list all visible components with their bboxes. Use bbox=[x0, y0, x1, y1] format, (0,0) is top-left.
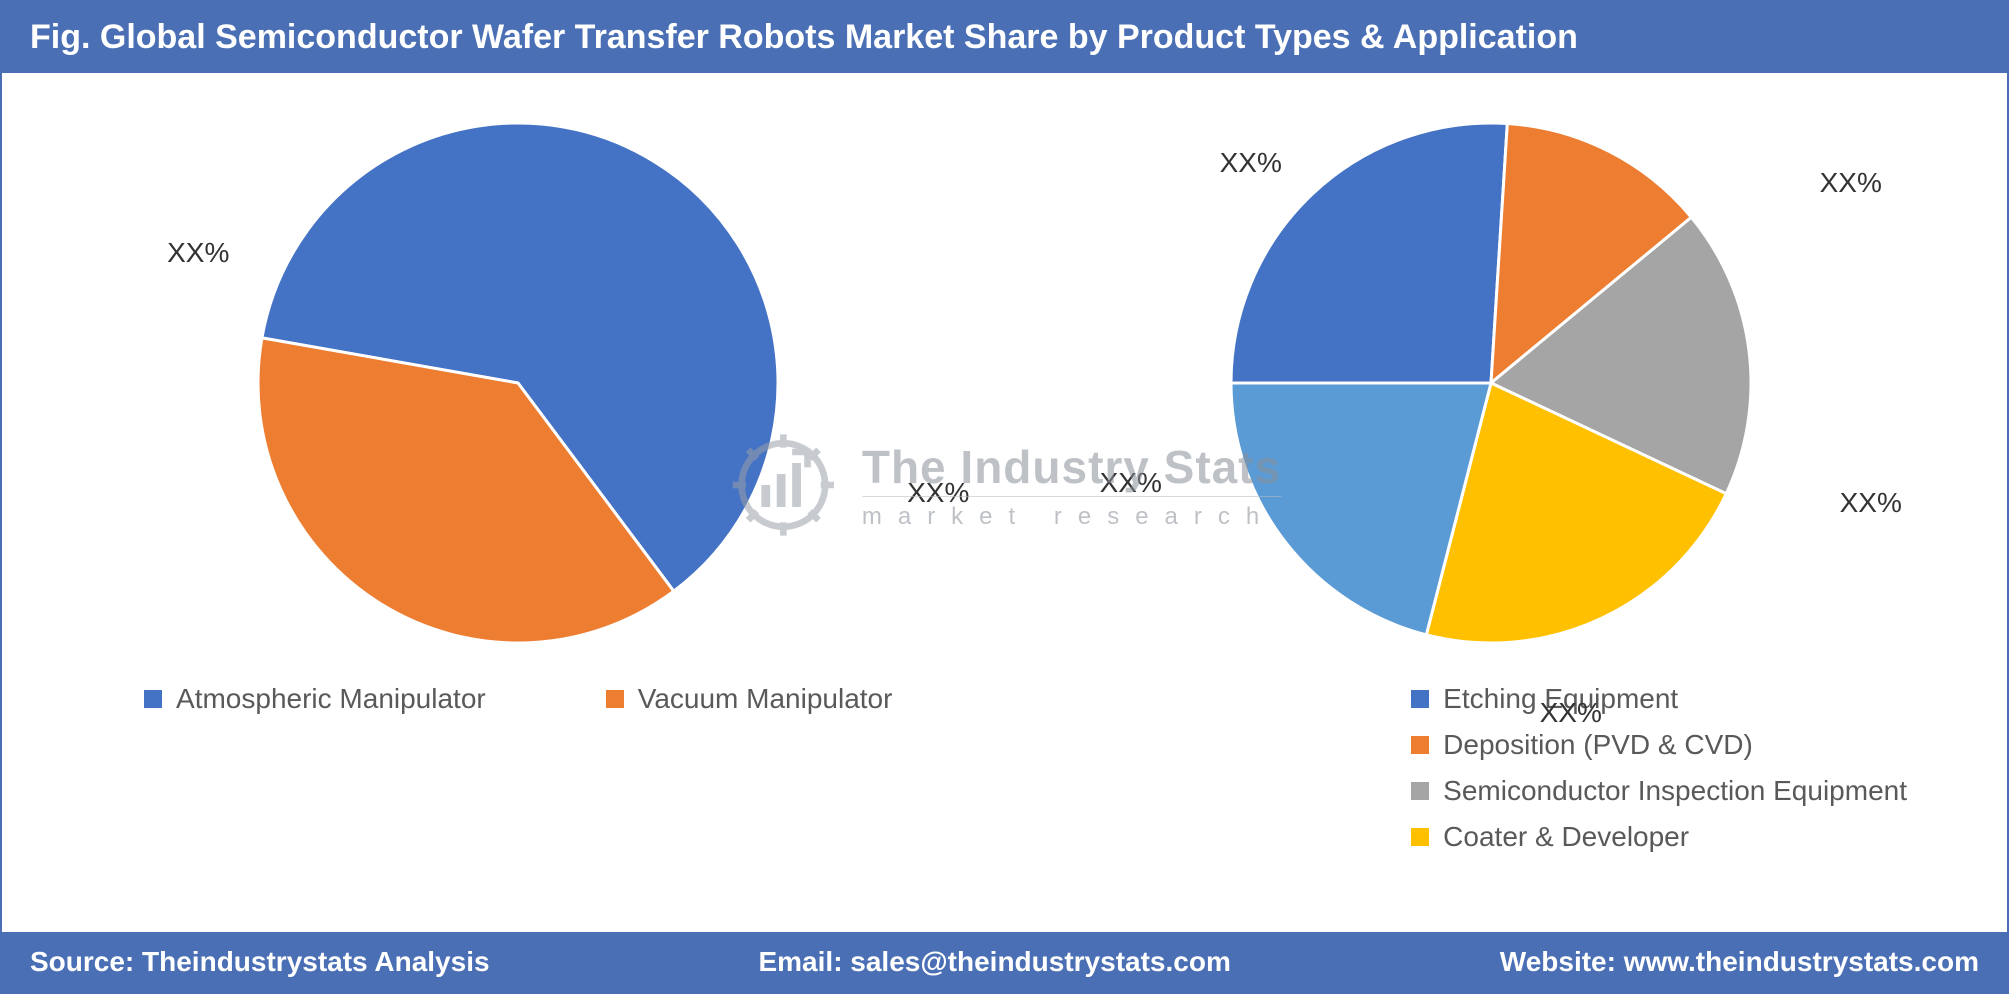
title-bar: Fig. Global Semiconductor Wafer Transfer… bbox=[2, 2, 2007, 73]
footer-bar: Source: Theindustrystats Analysis Email:… bbox=[2, 932, 2007, 992]
legend-swatch bbox=[1411, 736, 1429, 754]
chart-panel-right: XX%XX%XX%XX%XX% Etching EquipmentDeposit… bbox=[1035, 113, 1948, 932]
legend-item: Coater & Developer bbox=[1411, 821, 1907, 853]
legend-application: Etching Equipment Deposition (PVD & CVD) S… bbox=[1411, 683, 1907, 853]
pie-chart-product-types: XX%XX% bbox=[258, 123, 778, 643]
footer-email: Email: sales@theindustrystats.com bbox=[758, 946, 1230, 978]
footer-website: Website: www.theindustrystats.com bbox=[1500, 946, 1979, 978]
chart-panel-left: XX%XX% Atmospheric ManipulatorVacuum Man… bbox=[62, 113, 975, 932]
pie-data-label: XX% bbox=[1220, 147, 1282, 179]
legend-label: Coater & Developer bbox=[1443, 821, 1689, 853]
chart-frame: Fig. Global Semiconductor Wafer Transfer… bbox=[0, 0, 2009, 994]
pie-data-label: XX% bbox=[1820, 167, 1882, 199]
pie-data-label: XX% bbox=[1840, 487, 1902, 519]
pie-data-label: XX% bbox=[907, 477, 969, 509]
pie-data-label: XX% bbox=[1540, 697, 1602, 729]
legend-label: Semiconductor Inspection Equipment bbox=[1443, 775, 1907, 807]
legend-item: Etching Equipment bbox=[1411, 683, 1907, 715]
footer-source: Source: Theindustrystats Analysis bbox=[30, 946, 490, 978]
pie-data-label: XX% bbox=[167, 237, 229, 269]
legend-swatch bbox=[606, 690, 624, 708]
chart-title: Fig. Global Semiconductor Wafer Transfer… bbox=[30, 18, 1578, 56]
legend-label: Vacuum Manipulator bbox=[638, 683, 893, 715]
legend-swatch bbox=[1411, 828, 1429, 846]
legend-item: Vacuum Manipulator bbox=[606, 683, 893, 715]
legend-label: Deposition (PVD & CVD) bbox=[1443, 729, 1753, 761]
legend-product-types: Atmospheric Manipulator Vacuum Manipulato… bbox=[144, 683, 892, 715]
legend-item: Deposition (PVD & CVD) bbox=[1411, 729, 1907, 761]
legend-item: Atmospheric Manipulator bbox=[144, 683, 486, 715]
legend-label: Atmospheric Manipulator bbox=[176, 683, 486, 715]
charts-area: XX%XX% Atmospheric ManipulatorVacuum Man… bbox=[2, 73, 2007, 932]
legend-swatch bbox=[1411, 690, 1429, 708]
legend-item: Semiconductor Inspection Equipment bbox=[1411, 775, 1907, 807]
pie-chart-application: XX%XX%XX%XX%XX% bbox=[1231, 123, 1751, 643]
legend-swatch bbox=[144, 690, 162, 708]
pie-data-label: XX% bbox=[1100, 467, 1162, 499]
legend-swatch bbox=[1411, 782, 1429, 800]
